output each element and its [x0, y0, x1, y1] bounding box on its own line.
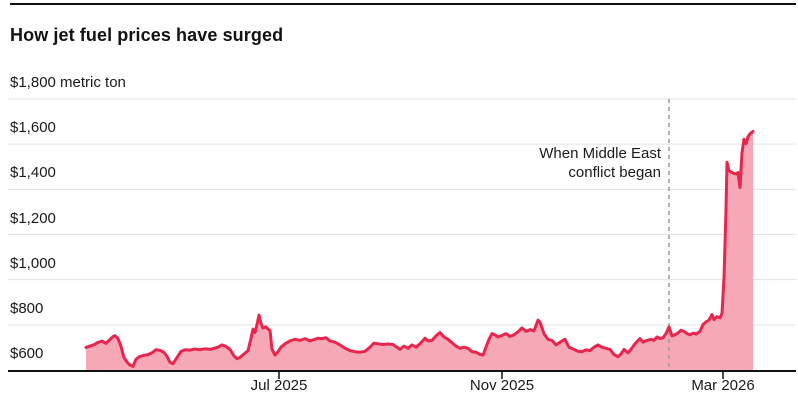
- y-tick-label-600: $600: [10, 345, 44, 362]
- chart-title: How jet fuel prices have surged: [10, 25, 284, 45]
- annotation-conflict: When Middle East conflict began: [539, 144, 661, 182]
- top-rule: [10, 3, 796, 5]
- y-tick-label-1600: $1,600: [10, 119, 56, 137]
- price-line: [84, 130, 755, 368]
- x-tick-label-mar-2026: Mar 2026: [691, 377, 755, 394]
- y-tick-label-800: $800: [10, 299, 44, 317]
- annotation-line-1: When Middle East: [539, 145, 661, 162]
- y-tick-label-1200: $1,200: [10, 209, 56, 227]
- annotation-line-2: conflict began: [568, 164, 661, 181]
- x-tick-label-jul-2025: Jul 2025: [250, 377, 308, 394]
- y-tick-label-1400: $1,400: [10, 164, 56, 182]
- y-tick-label-1800: $1,800 metric ton: [10, 74, 126, 91]
- price-area-fill: [86, 131, 753, 371]
- y-tick-label-1000: $1,000: [10, 254, 56, 272]
- x-tick-label-nov-2025: Nov 2025: [469, 377, 535, 394]
